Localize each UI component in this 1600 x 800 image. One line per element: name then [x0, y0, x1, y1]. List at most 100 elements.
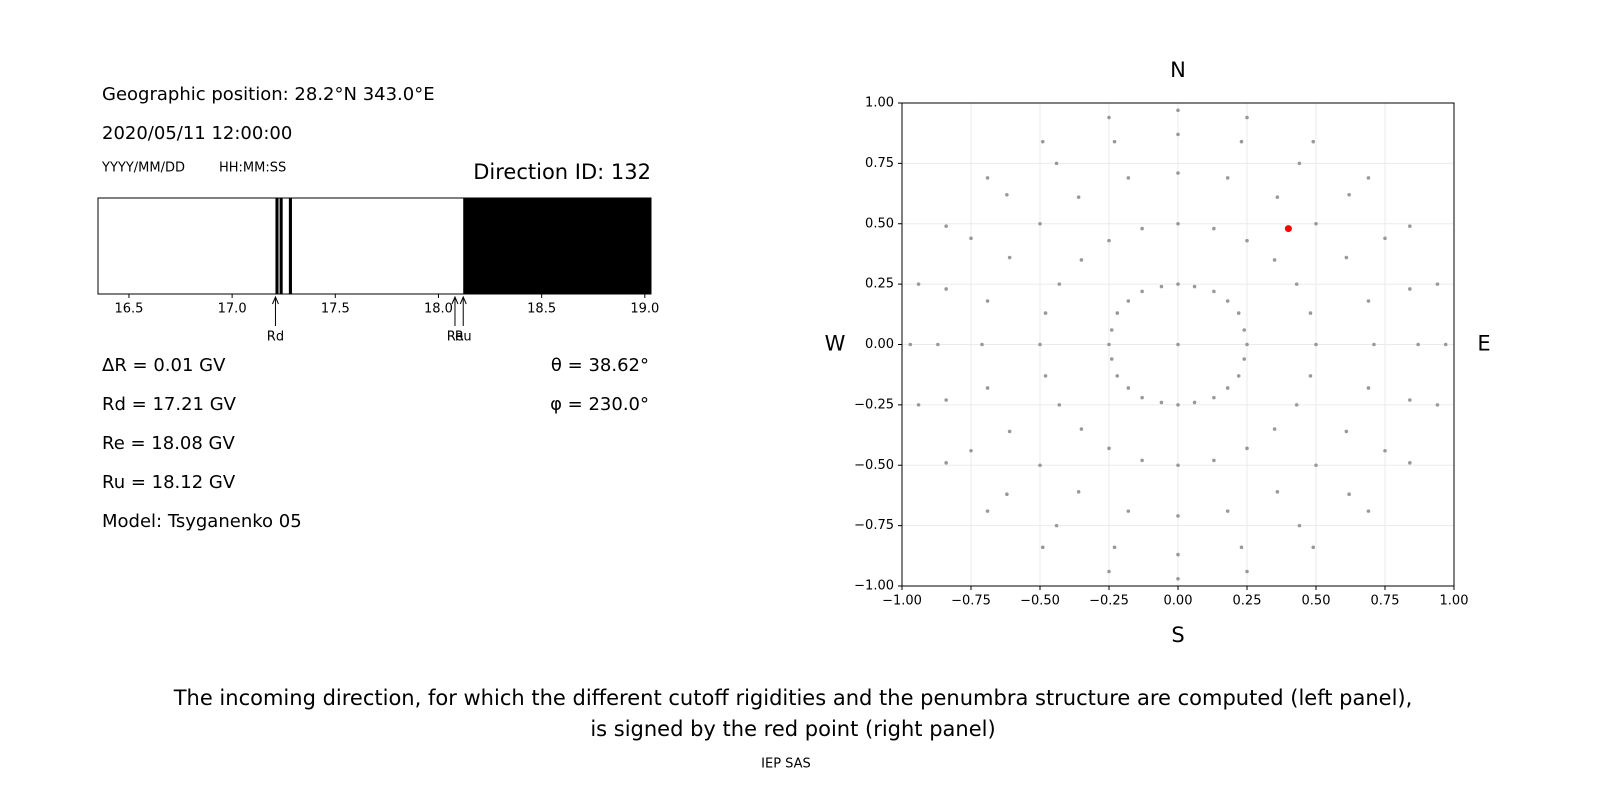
direction-point [1225, 176, 1230, 180]
direction-point [1239, 545, 1244, 550]
direction-point [1297, 161, 1302, 166]
direction-point [1140, 458, 1144, 463]
direction-point [980, 342, 984, 347]
direction-point [1176, 514, 1180, 518]
direction-point [1275, 195, 1280, 199]
x-tick-label: 0.00 [1164, 594, 1193, 609]
x-tick-label: −0.25 [1089, 594, 1129, 609]
direction-point [1242, 328, 1247, 332]
direction-point [1038, 221, 1042, 226]
footer: IEP SAS [761, 757, 811, 772]
direction-point [1038, 342, 1042, 347]
direction-point [1284, 225, 1292, 233]
direction-point [1344, 429, 1349, 434]
direction-point [1212, 458, 1216, 463]
direction-point [1007, 255, 1012, 260]
direction-point [1176, 221, 1180, 226]
x-tick-label: −0.50 [1020, 594, 1060, 609]
compass-label: N [1170, 58, 1186, 82]
direction-point [1383, 236, 1387, 241]
direction-point [1225, 386, 1230, 390]
direction-point [1040, 139, 1045, 144]
direction-point [1115, 374, 1120, 378]
result: Ru = 18.12 GV [102, 472, 236, 493]
direction-point [1236, 311, 1241, 315]
direction-point [1140, 395, 1144, 400]
direction-point [1176, 576, 1180, 581]
direction-point [1212, 226, 1216, 231]
direction-point [916, 403, 921, 407]
direction-point [1043, 311, 1048, 315]
direction-point [985, 509, 990, 513]
direction-point [1176, 282, 1180, 286]
y-tick-label: −0.25 [854, 397, 894, 412]
direction-point [1272, 427, 1277, 431]
direction-point [1314, 463, 1318, 468]
direction-point [1112, 545, 1117, 550]
y-tick-label: 0.50 [865, 216, 894, 231]
direction-point [1176, 108, 1180, 113]
x-tick-label: 18.5 [527, 302, 556, 317]
direction-point [1043, 374, 1048, 378]
direction-point [1275, 490, 1280, 494]
direction-point [1005, 492, 1009, 497]
arrow-head [271, 295, 279, 305]
direction-point [1079, 427, 1084, 431]
direction-point [1176, 463, 1180, 468]
direction-point [1408, 224, 1412, 228]
direction-point [1057, 403, 1062, 407]
direction-point [1107, 238, 1111, 243]
direction-point [1176, 171, 1180, 175]
direction-point [1109, 328, 1114, 332]
direction-point [1366, 509, 1371, 513]
y-tick-label: 0.75 [865, 156, 894, 171]
angle: φ = 230.0° [550, 394, 649, 415]
direction-point [1126, 299, 1131, 303]
result: Rd = 17.21 GV [102, 394, 237, 415]
x-tick-label: −1.00 [882, 594, 922, 609]
direction-point [1140, 289, 1144, 294]
direction-point [1366, 176, 1371, 180]
direction-point [1225, 509, 1230, 513]
direction-point [1007, 429, 1012, 434]
direction-point [1176, 132, 1180, 137]
arrow-head [459, 295, 467, 305]
direction-point [1408, 287, 1412, 291]
direction-point [916, 282, 921, 286]
direction-point [1366, 386, 1371, 390]
direction-point [1176, 403, 1180, 407]
direction-point [1054, 523, 1059, 528]
direction-point [1126, 386, 1131, 390]
result: Model: Tsyganenko 05 [102, 511, 302, 532]
direction-point [1242, 357, 1247, 361]
direction-point [1107, 569, 1111, 574]
direction-point [1109, 357, 1114, 361]
result: Re = 18.08 GV [102, 433, 235, 454]
direction-point [1308, 374, 1313, 378]
forbidden-band [279, 198, 283, 294]
time-format: HH:MM:SS [219, 161, 286, 176]
x-tick-label: 0.50 [1302, 594, 1331, 609]
direction-point [908, 342, 913, 347]
direction-point [1054, 161, 1059, 166]
direction-point [1372, 342, 1376, 347]
x-tick-label: 17.5 [321, 302, 350, 317]
marker-label: Ru [455, 330, 472, 345]
direction-point [1079, 258, 1084, 262]
plot-frame [901, 102, 1455, 587]
x-tick-label: 18.0 [424, 302, 453, 317]
direction-point [1057, 282, 1062, 286]
arrow-head [451, 295, 459, 305]
x-tick-label: −0.75 [951, 594, 991, 609]
direction-point [1245, 342, 1249, 347]
direction-point [944, 398, 948, 402]
direction-point [969, 448, 973, 453]
x-tick-label: 19.0 [630, 302, 659, 317]
direction-id: Direction ID: 132 [473, 160, 651, 184]
direction-point [1239, 139, 1244, 144]
direction-point [1115, 311, 1120, 315]
direction-point [1176, 342, 1180, 347]
marker-label: Re [447, 330, 463, 345]
direction-point [1272, 258, 1277, 262]
x-tick-label: 1.00 [1440, 594, 1469, 609]
